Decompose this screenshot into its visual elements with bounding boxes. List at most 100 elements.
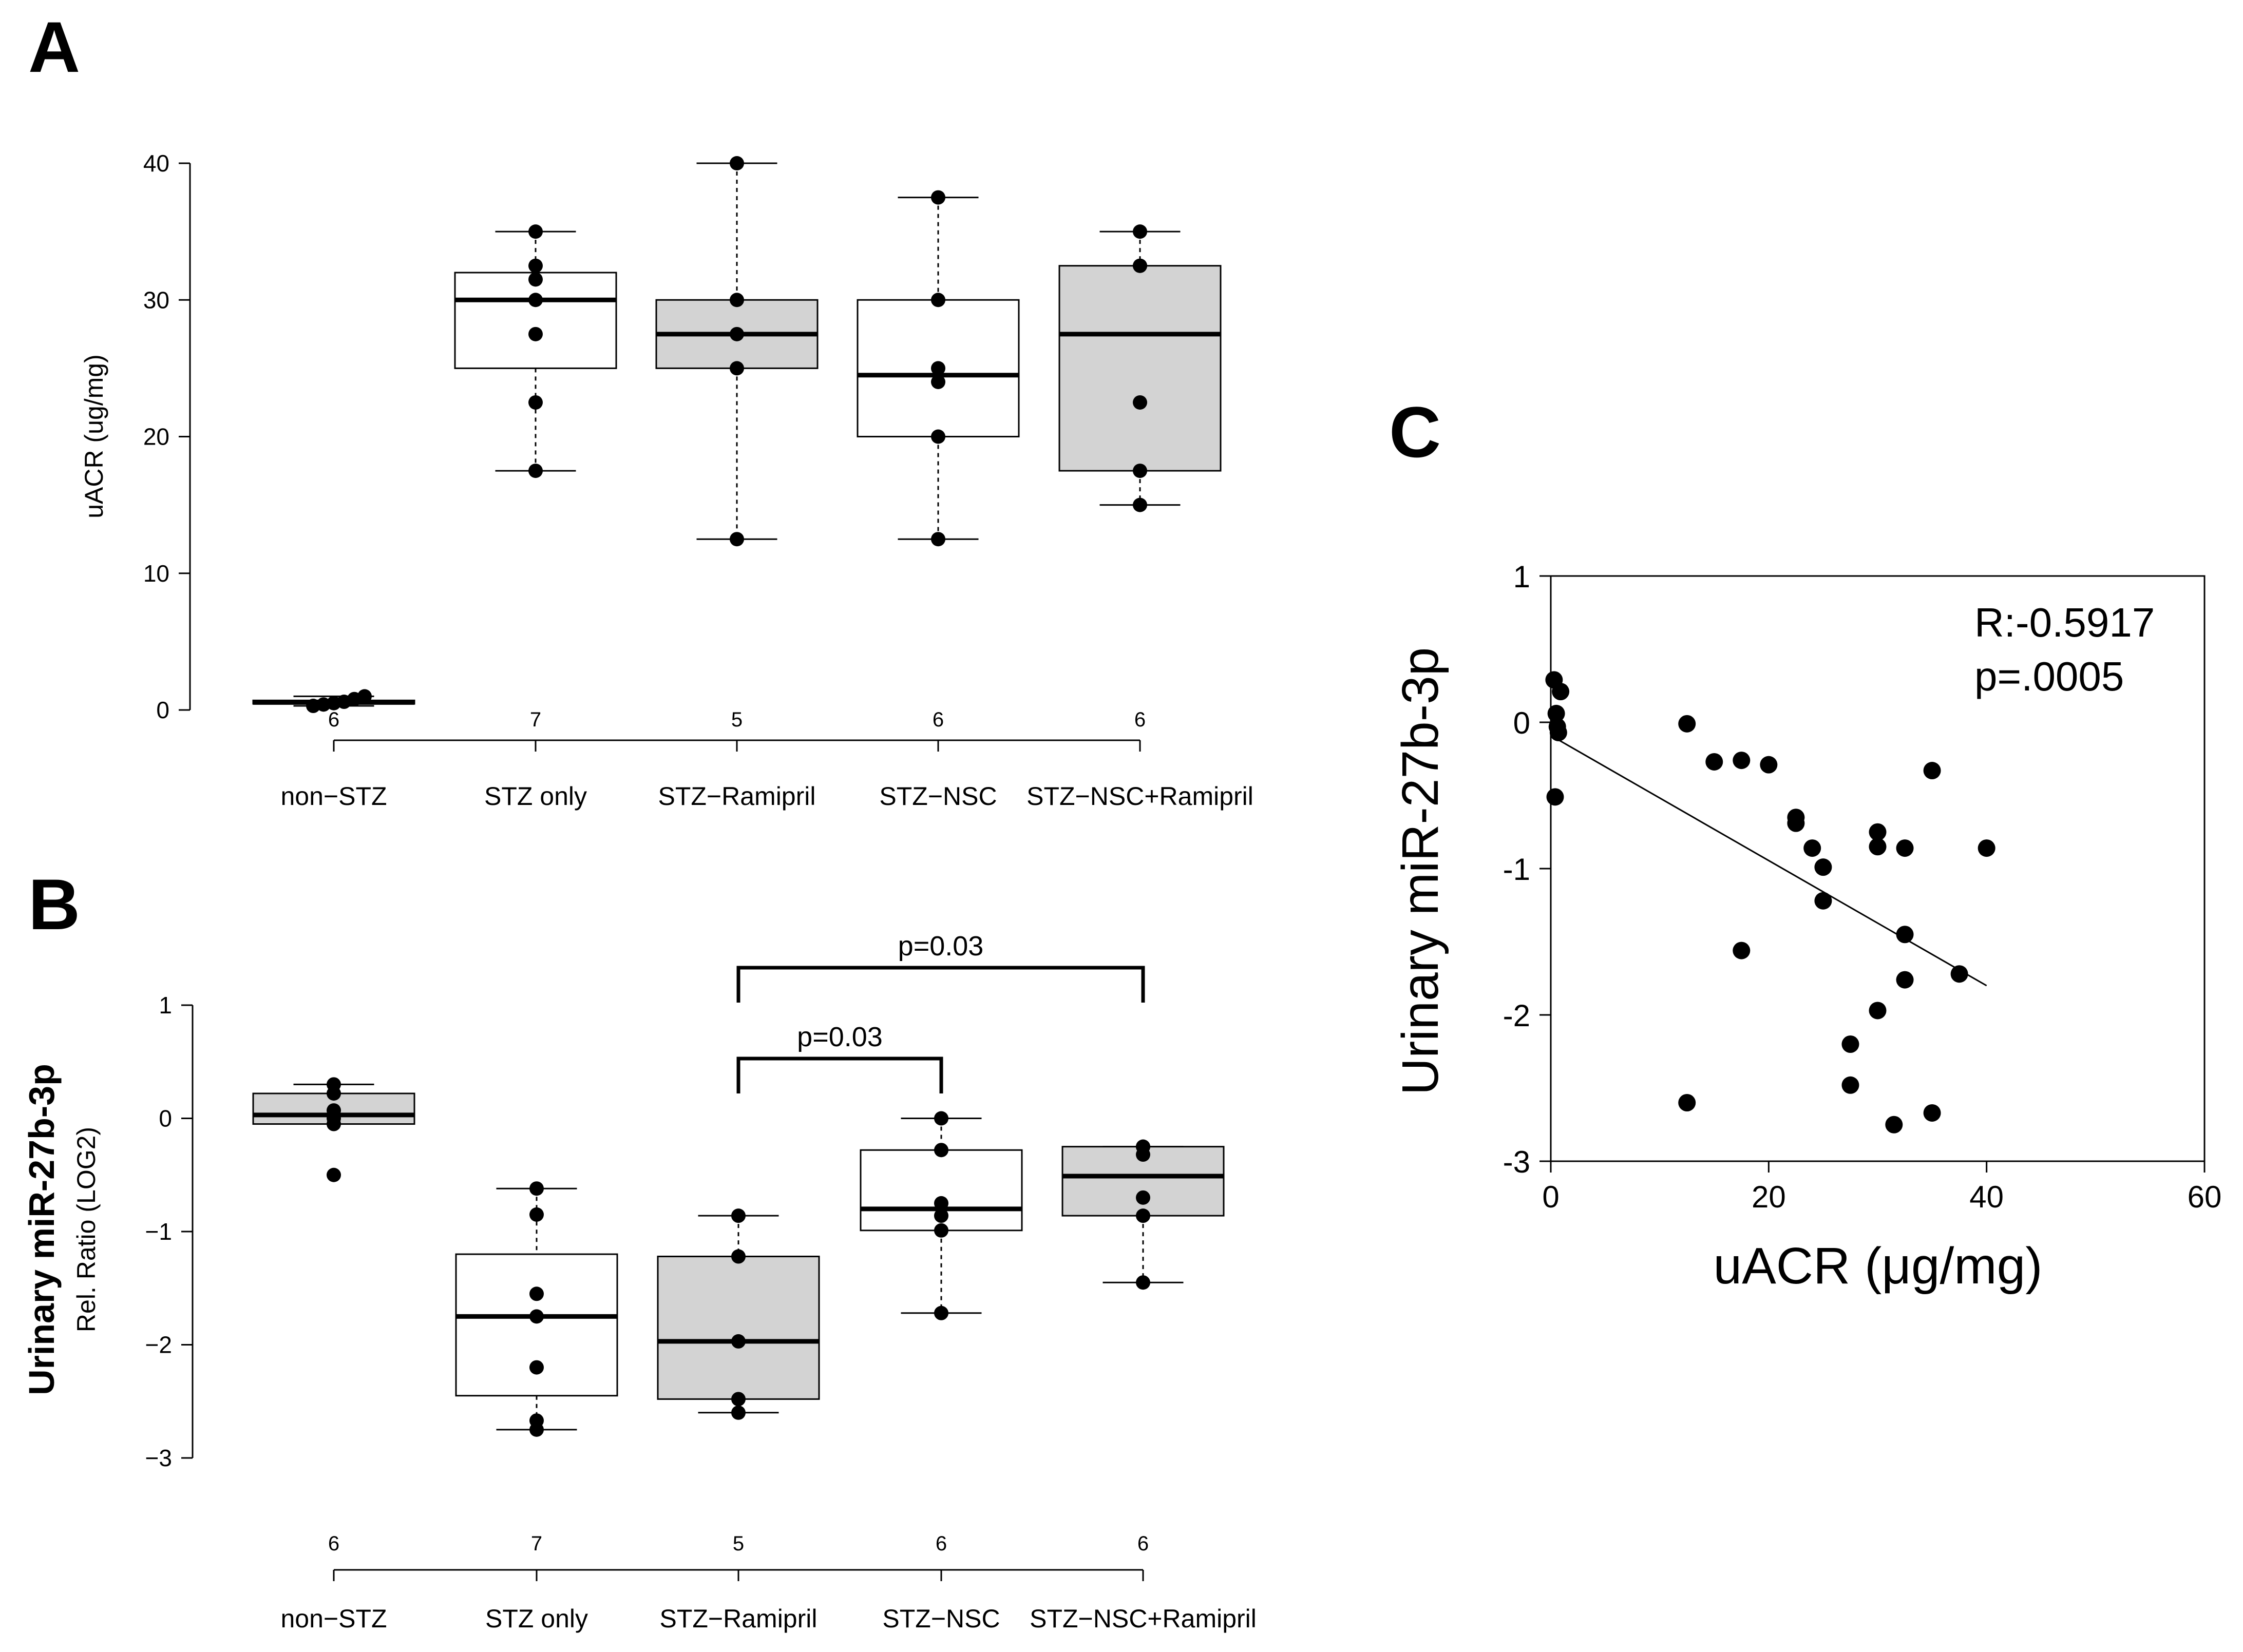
data-point: [1133, 464, 1147, 478]
data-point: [731, 1392, 746, 1407]
y-tick-label: −3: [145, 1445, 172, 1471]
y-tick-label: 0: [159, 1105, 172, 1132]
significance-bracket: [736, 966, 1145, 1003]
sample-size-label: 6: [933, 708, 944, 731]
data-point: [931, 532, 945, 547]
data-point: [1896, 971, 1914, 989]
sample-size-label: 5: [733, 1532, 744, 1555]
data-point: [528, 293, 543, 308]
box: [454, 272, 617, 369]
sample-size-label: 6: [1137, 1532, 1149, 1555]
panel-a-chart: uACR (ug/mg) 0 10 20 30 40 non−STZ 6 STZ only 7 S…: [80, 150, 1253, 811]
data-point: [1678, 1094, 1696, 1111]
category-label: STZ−NSC: [882, 1604, 1000, 1633]
data-point: [931, 190, 945, 205]
data-point: [1733, 942, 1751, 959]
data-point: [528, 272, 543, 287]
data-point: [931, 361, 945, 376]
data-point: [731, 1405, 746, 1420]
data-point: [1136, 1190, 1150, 1205]
data-point: [1136, 1275, 1150, 1290]
data-point: [1760, 756, 1778, 774]
significance-bracket: [736, 1056, 943, 1093]
x-tick-label: 60: [2188, 1180, 2222, 1214]
data-point: [934, 1111, 948, 1126]
sample-size-label: 7: [531, 1532, 542, 1555]
data-point: [934, 1143, 948, 1158]
sample-size-label: 7: [530, 708, 541, 731]
sample-size-label: 5: [731, 708, 743, 731]
y-tick-label: −2: [145, 1332, 172, 1358]
data-point: [730, 532, 744, 547]
sample-size-label: 6: [328, 1532, 339, 1555]
data-point: [1869, 823, 1887, 841]
data-point: [528, 258, 543, 273]
category-label: STZ−Ramipril: [660, 1604, 818, 1633]
data-point: [529, 1181, 544, 1196]
category-label: STZ−NSC+Ramipril: [1027, 782, 1253, 811]
y-tick-label: -2: [1503, 998, 1530, 1033]
panel-c-r-value: R:-0.5917: [1974, 600, 2155, 645]
data-point: [1787, 814, 1805, 832]
data-point: [934, 1196, 948, 1211]
data-point: [931, 375, 945, 389]
data-point: [529, 1286, 544, 1301]
data-point: [528, 464, 543, 478]
data-point: [1546, 788, 1564, 806]
data-point: [1896, 926, 1914, 944]
data-point: [1549, 723, 1567, 741]
category-label: STZ only: [485, 1604, 588, 1633]
data-point: [1950, 965, 1968, 983]
y-tick-label: 0: [156, 697, 169, 723]
data-point: [931, 293, 945, 308]
data-point: [730, 293, 744, 308]
data-point: [1803, 839, 1821, 857]
data-point: [1869, 1002, 1887, 1020]
data-point: [1841, 1076, 1859, 1094]
data-point: [1678, 715, 1696, 733]
panel-c-chart: Urinary miR-27b-3p uACR (μg/mg) R:-0.591…: [1392, 560, 2221, 1295]
data-point: [1133, 258, 1147, 273]
data-point: [731, 1208, 746, 1223]
data-point: [529, 1309, 544, 1324]
data-point: [934, 1305, 948, 1320]
data-point: [528, 395, 543, 410]
panel-a-ylabel: uACR (ug/mg): [80, 354, 108, 518]
data-point: [529, 1207, 544, 1222]
panel-c-xlabel: uACR (μg/mg): [1713, 1237, 2042, 1295]
data-point: [1133, 497, 1147, 512]
panel-a-letter: A: [28, 7, 80, 87]
data-point: [1705, 753, 1723, 771]
data-point: [931, 429, 945, 444]
x-tick-label: 40: [1969, 1180, 2004, 1214]
sample-size-label: 6: [936, 1532, 947, 1555]
data-point: [528, 326, 543, 341]
y-tick-label: −1: [145, 1218, 172, 1245]
panel-b-ylabel-sub: Rel. Ratio (LOG2): [72, 1127, 101, 1332]
data-point: [529, 1360, 544, 1375]
y-tick-label: 20: [143, 424, 169, 450]
data-point: [357, 689, 372, 704]
data-point: [730, 326, 744, 341]
data-point: [1552, 683, 1570, 701]
data-point: [1814, 892, 1832, 910]
y-tick-label: 0: [1513, 706, 1530, 740]
category-label: STZ only: [484, 782, 587, 811]
data-point: [1923, 1104, 1941, 1122]
significance-label: p=0.03: [898, 931, 984, 962]
data-point: [327, 1103, 341, 1118]
y-tick-label: -3: [1503, 1145, 1530, 1179]
category-label: STZ−NSC: [879, 782, 997, 811]
panel-c-p-value: p=.0005: [1974, 654, 2124, 699]
y-tick-label: -1: [1503, 852, 1530, 887]
data-point: [529, 1413, 544, 1428]
significance-label: p=0.03: [797, 1022, 883, 1052]
category-label: non−STZ: [280, 782, 387, 811]
y-tick-label: 1: [159, 992, 172, 1019]
data-point: [730, 361, 744, 376]
y-tick-label: 10: [143, 560, 169, 587]
sample-size-label: 6: [1134, 708, 1146, 731]
data-point: [1136, 1139, 1150, 1154]
data-point: [1733, 752, 1751, 770]
data-point: [731, 1249, 746, 1264]
